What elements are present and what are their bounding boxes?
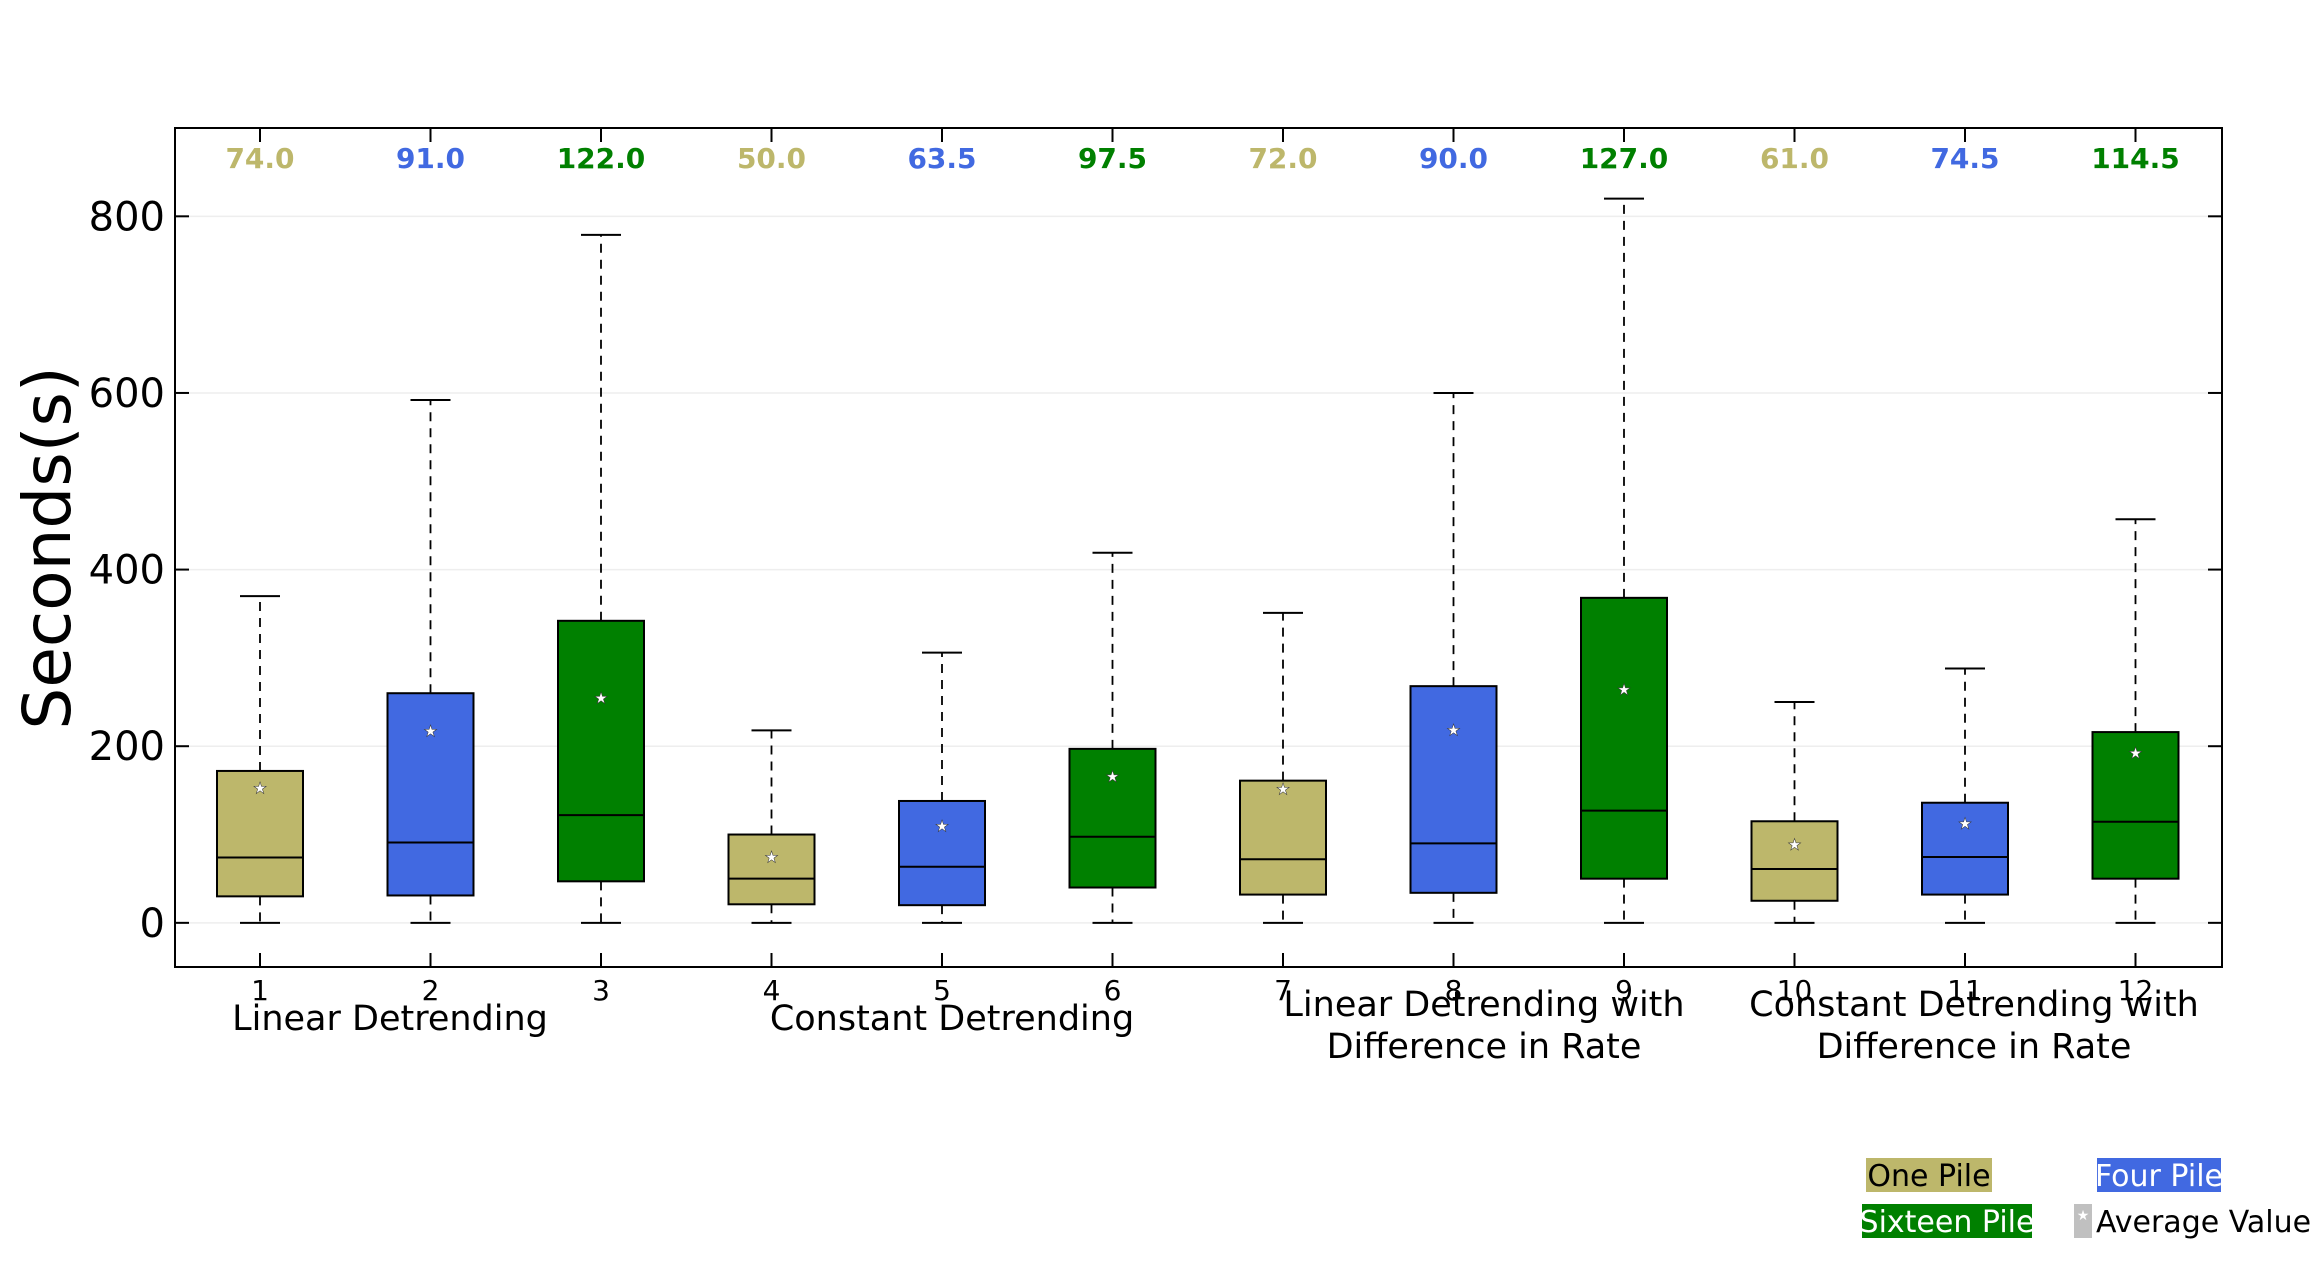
x-tick-label: 7 <box>1274 974 1292 1007</box>
box-3: ★ <box>557 233 645 924</box>
legend-item: ★ Average Value <box>2074 1204 2311 1240</box>
mean-marker: ★ <box>935 817 949 836</box>
box-6: ★ <box>1068 551 1157 924</box>
box-4: ★ <box>727 729 816 924</box>
median-value-label: 127.0 <box>1580 142 1669 175</box>
group-label-line: Constant Detrending <box>770 999 1134 1039</box>
y-tick-label: 200 <box>89 724 165 770</box>
plot-frame <box>174 127 2223 968</box>
group-label: Linear Detrending <box>232 999 548 1039</box>
x-tick-label: 8 <box>1445 974 1463 1007</box>
median-value-label: 91.0 <box>396 142 465 175</box>
group-labels: Linear Detrending Constant Detrending Line… <box>232 985 2199 1067</box>
mean-marker: ★ <box>1787 835 1801 854</box>
legend-swatch <box>1866 1158 1992 1192</box>
y-tick-label: 400 <box>89 548 165 594</box>
x-axis: 1 2 3 4 5 6 7 8 9 10 11 12 <box>251 128 2153 1007</box>
legend: One Pile Four Pile Sixteen Pile ★ Average Va… <box>1860 1158 2311 1240</box>
y-tick-label: 0 <box>140 901 165 947</box>
x-tick-label: 4 <box>763 974 781 1007</box>
box-body <box>1921 801 2009 896</box>
x-tick-label: 1 <box>251 974 269 1007</box>
mean-marker: ★ <box>253 779 267 798</box>
median-value-label: 74.0 <box>225 142 294 175</box>
mean-marker: ★ <box>764 848 778 867</box>
x-tick-label: 2 <box>422 974 440 1007</box>
group-label-line: Difference in Rate <box>1817 1027 2132 1067</box>
x-tick-label: 10 <box>1777 974 1813 1007</box>
median-value-label: 61.0 <box>1760 142 1829 175</box>
x-tick-label: 6 <box>1104 974 1122 1007</box>
box-body <box>1409 685 1498 894</box>
mean-marker: ★ <box>1617 680 1631 699</box>
y-axis: 0 200 400 600 800 <box>89 194 2222 947</box>
mean-marker: ★ <box>1958 814 1972 833</box>
y-axis-label: Seconds(s) <box>9 366 86 729</box>
box-body <box>386 692 475 897</box>
median-value-label: 122.0 <box>557 142 646 175</box>
box-body <box>1580 596 1668 880</box>
legend-item: One Pile <box>1866 1158 1992 1194</box>
box-7: ★ <box>1239 611 1327 924</box>
box-11: ★ <box>1921 667 2009 924</box>
legend-marker: ★ <box>2077 1208 2090 1224</box>
legend-swatch <box>2074 1204 2092 1238</box>
box-10: ★ <box>1750 701 1839 924</box>
boxes: ★ ★ ★ ★ ★ ★ ★ ★ ★ ★ ★ ★ <box>216 197 2180 924</box>
mean-marker: ★ <box>594 689 608 708</box>
gridlines <box>175 215 2222 924</box>
box-5: ★ <box>898 651 986 924</box>
median-value-label: 72.0 <box>1248 142 1317 175</box>
median-value-label: 74.5 <box>1930 142 1999 175</box>
x-tick-label: 3 <box>592 974 610 1007</box>
box-2: ★ <box>386 399 475 924</box>
mean-marker: ★ <box>423 721 437 740</box>
median-value-label: 97.5 <box>1078 142 1147 175</box>
x-tick-label: 11 <box>1947 974 1983 1007</box>
mean-marker: ★ <box>1446 720 1460 739</box>
group-label-line: Linear Detrending <box>232 999 548 1039</box>
median-value-label: 90.0 <box>1419 142 1488 175</box>
legend-swatch <box>1862 1204 2032 1238</box>
box-8: ★ <box>1409 391 1498 924</box>
box-body <box>2091 731 2180 880</box>
group-label: Constant Detrending <box>770 999 1134 1039</box>
legend-label: Sixteen Pile <box>1860 1205 2035 1240</box>
mean-marker: ★ <box>2128 743 2142 762</box>
box-body <box>216 769 304 898</box>
legend-label: One Pile <box>1867 1159 1990 1194</box>
group-label-line: Constant Detrending with <box>1749 985 2199 1025</box>
y-tick-label: 800 <box>89 194 165 240</box>
box-body <box>898 799 986 907</box>
box-body <box>1239 779 1327 896</box>
box-body <box>557 619 645 883</box>
x-tick-label: 9 <box>1615 974 1633 1007</box>
legend-label: Average Value <box>2096 1205 2311 1240</box>
box-1: ★ <box>216 595 304 924</box>
legend-item: Four Pile <box>2095 1158 2223 1194</box>
group-label-line: Difference in Rate <box>1327 1027 1642 1067</box>
y-tick-label: 600 <box>89 371 165 417</box>
mean-marker: ★ <box>1276 780 1290 799</box>
box-body <box>1750 820 1839 902</box>
box-body <box>1068 747 1157 889</box>
legend-item: Sixteen Pile <box>1860 1204 2035 1240</box>
mean-marker: ★ <box>1105 767 1119 786</box>
box-12: ★ <box>2091 518 2180 924</box>
legend-label: Four Pile <box>2095 1159 2223 1194</box>
median-value-label: 50.0 <box>737 142 806 175</box>
group-label-line: Linear Detrending with <box>1283 985 1684 1025</box>
box-9: ★ <box>1580 197 1668 924</box>
box-body <box>727 833 816 906</box>
legend-swatch <box>2097 1158 2221 1192</box>
x-tick-label: 12 <box>2118 974 2154 1007</box>
median-value-label: 114.5 <box>2091 142 2180 175</box>
median-labels: 74.0 91.0 122.0 50.0 63.5 97.5 72.0 90.0 127.0 61… <box>225 142 2179 175</box>
median-value-label: 63.5 <box>907 142 976 175</box>
x-tick-label: 5 <box>933 974 951 1007</box>
